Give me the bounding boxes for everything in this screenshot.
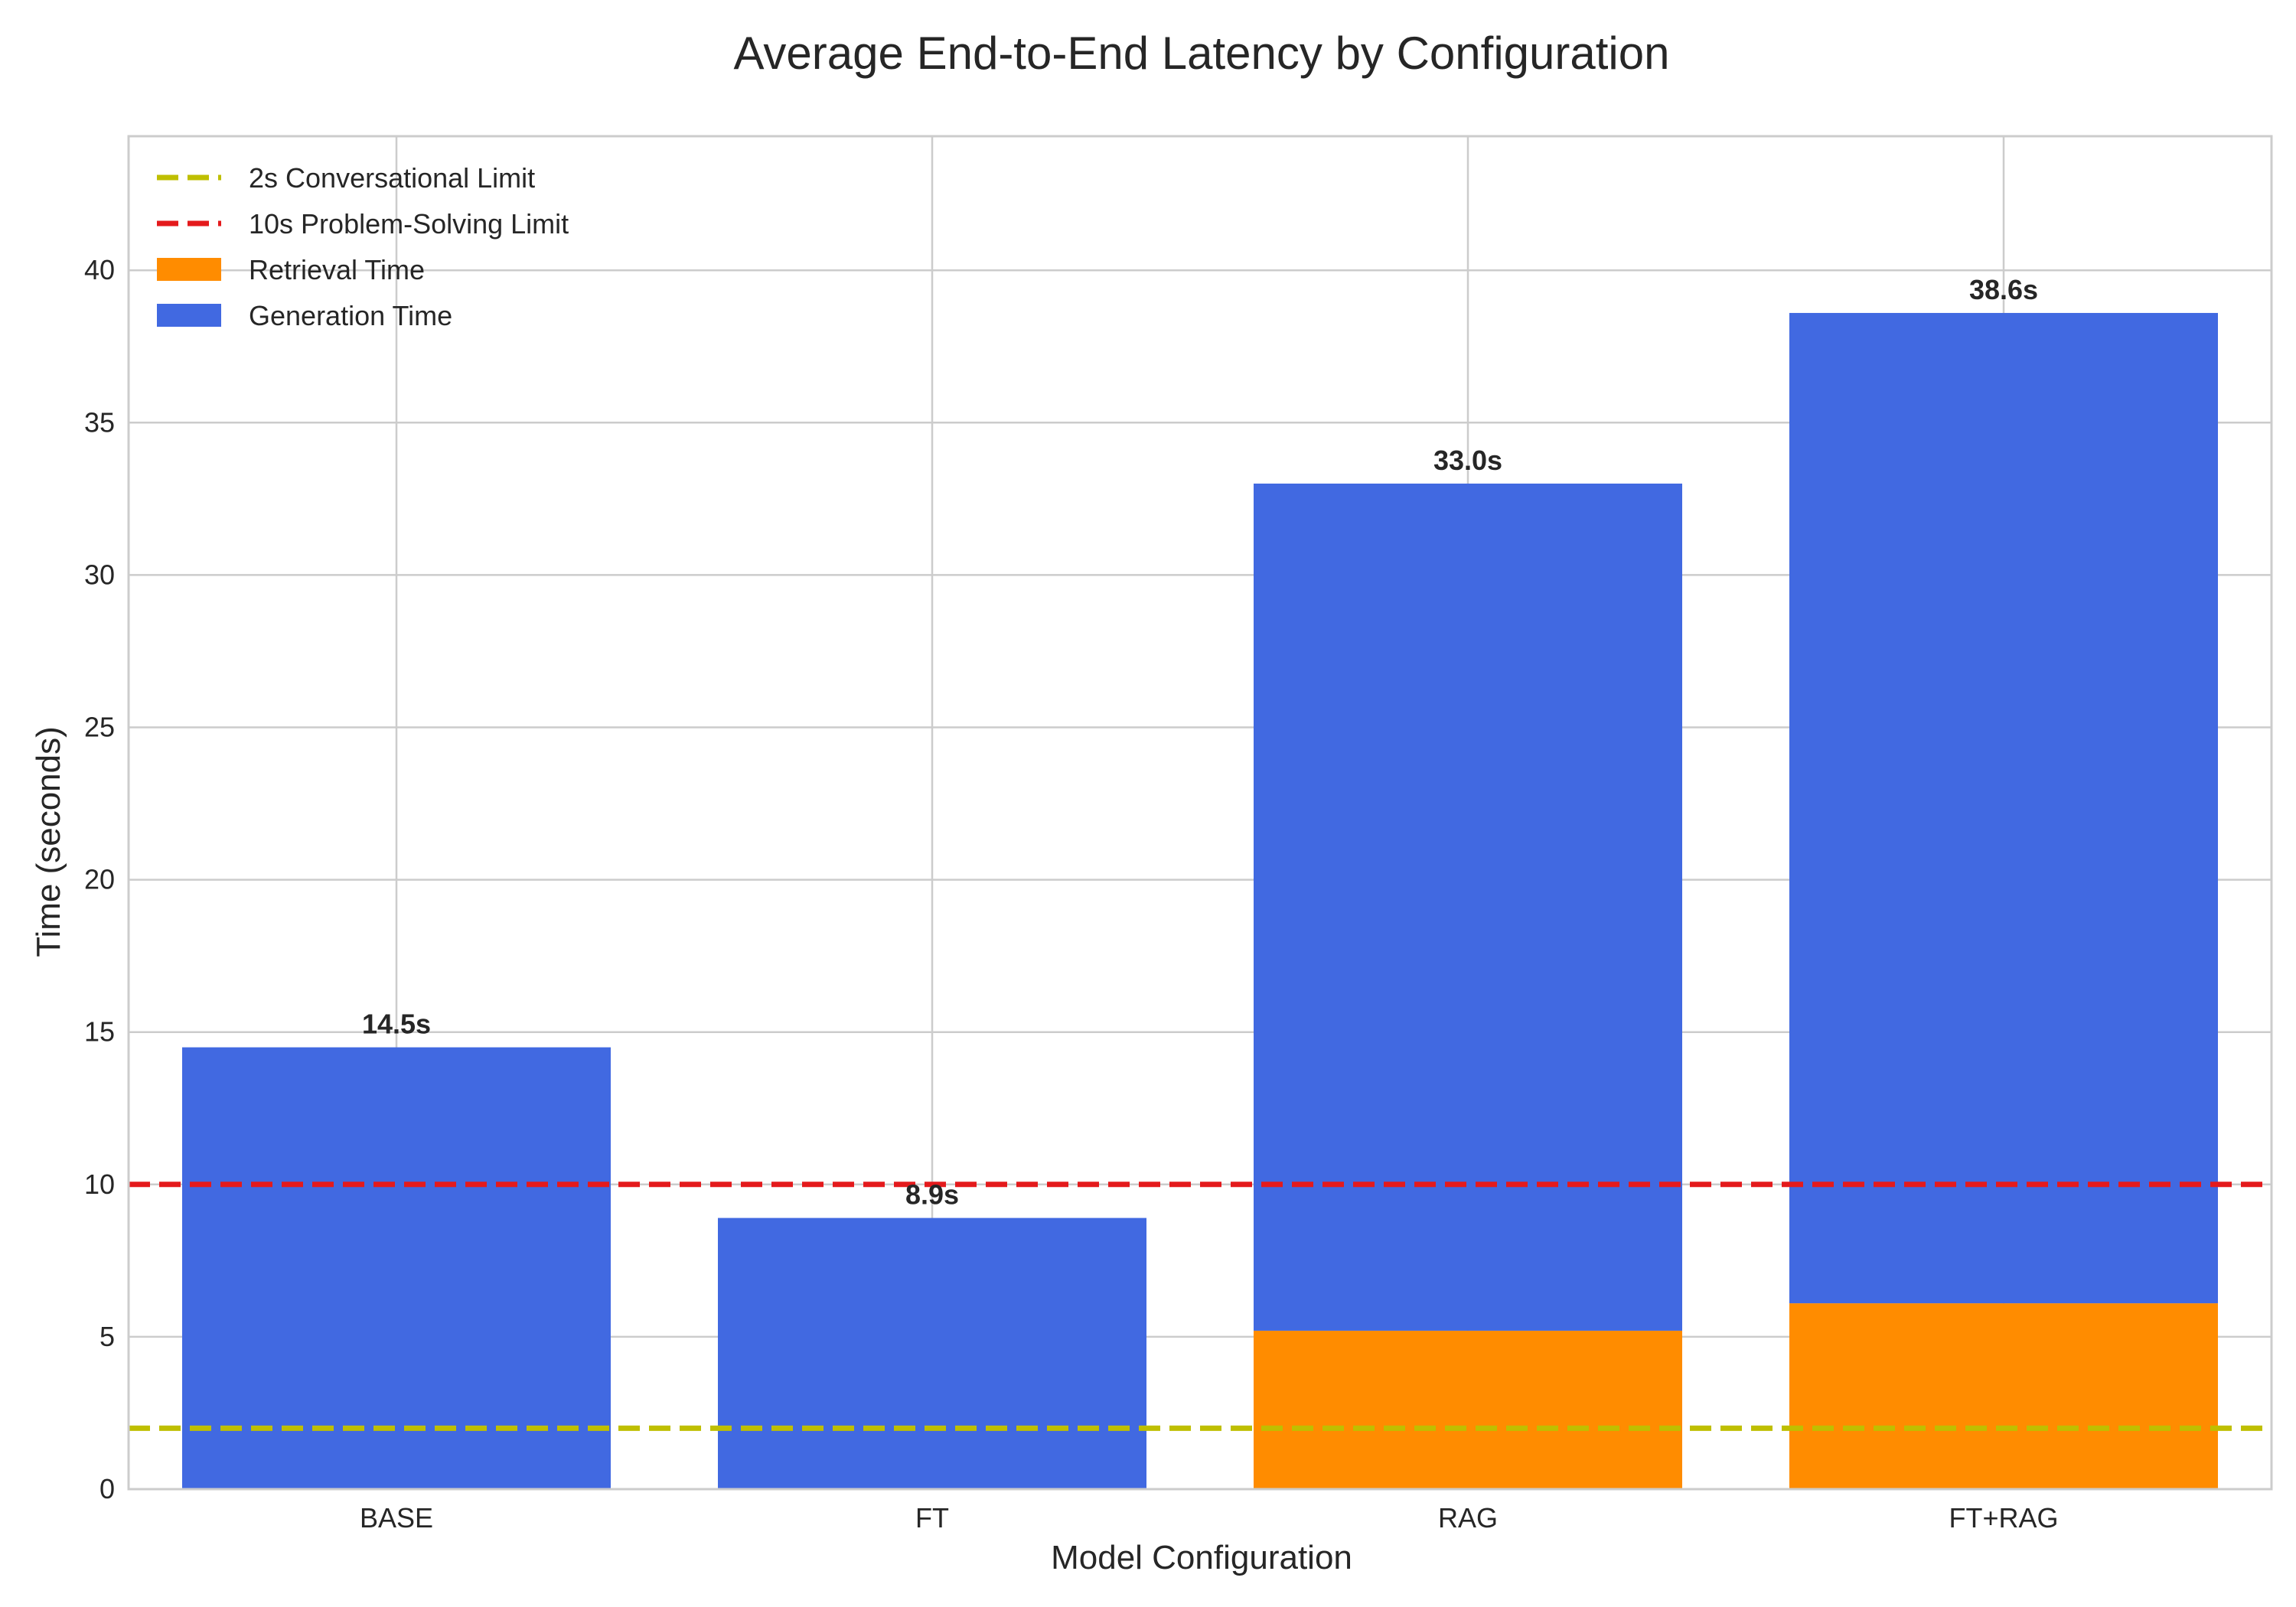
legend-color-swatch: [157, 258, 221, 281]
y-tick-label: 5: [99, 1321, 115, 1352]
y-tick-label: 20: [84, 864, 115, 895]
legend-label: 2s Conversational Limit: [249, 162, 535, 194]
total-value-label: 38.6s: [1969, 274, 2038, 305]
legend: 2s Conversational Limit 10s Problem-Solvi…: [157, 162, 569, 331]
total-value-label: 33.0s: [1433, 445, 1502, 476]
x-tick-label: FT: [915, 1502, 949, 1534]
legend-label: 10s Problem-Solving Limit: [249, 208, 569, 240]
y-tick-label: 15: [84, 1016, 115, 1048]
chart-title: Average End-to-End Latency by Configurat…: [734, 28, 1670, 79]
y-tick-label: 10: [84, 1169, 115, 1200]
x-tick-label: BASE: [360, 1502, 433, 1534]
bar-ft-rag-retrieval-time: [1789, 1303, 2218, 1489]
bar-ft-rag-generation-time: [1789, 312, 2218, 1304]
x-tick-label: FT+RAG: [1949, 1502, 2058, 1534]
reference-lines: [129, 1182, 2272, 1431]
total-value-label: 8.9s: [905, 1179, 959, 1211]
bar-rag-retrieval-time: [1254, 1330, 1682, 1489]
legend-color-swatch: [157, 304, 221, 327]
bar-rag-generation-time: [1254, 483, 1682, 1331]
plot-frame: [127, 135, 2273, 1491]
y-tick-label: 0: [99, 1473, 115, 1504]
total-value-labels: 14.5s 8.9s 33.0s 38.6s: [362, 274, 2038, 1211]
y-tick-label: 35: [84, 406, 115, 438]
legend-label: Retrieval Time: [249, 254, 425, 285]
y-tick-label: 30: [84, 559, 115, 590]
x-tick-label: RAG: [1438, 1502, 1498, 1534]
x-axis-ticks: BASE FT RAG FT+RAG: [360, 1502, 2059, 1534]
total-value-label: 14.5s: [362, 1009, 431, 1040]
y-axis-label: Time (seconds): [30, 726, 67, 957]
legend-label: Generation Time: [249, 300, 452, 331]
bars: [182, 312, 2218, 1489]
y-tick-label: 40: [84, 254, 115, 285]
bar-base-generation-time: [182, 1047, 611, 1489]
x-axis-label: Model Configuration: [1051, 1539, 1352, 1576]
y-tick-label: 25: [84, 712, 115, 743]
bar-ft-generation-time: [718, 1217, 1146, 1489]
y-axis-ticks: 0 5 10 15 20 25 30 35 40: [84, 254, 115, 1504]
